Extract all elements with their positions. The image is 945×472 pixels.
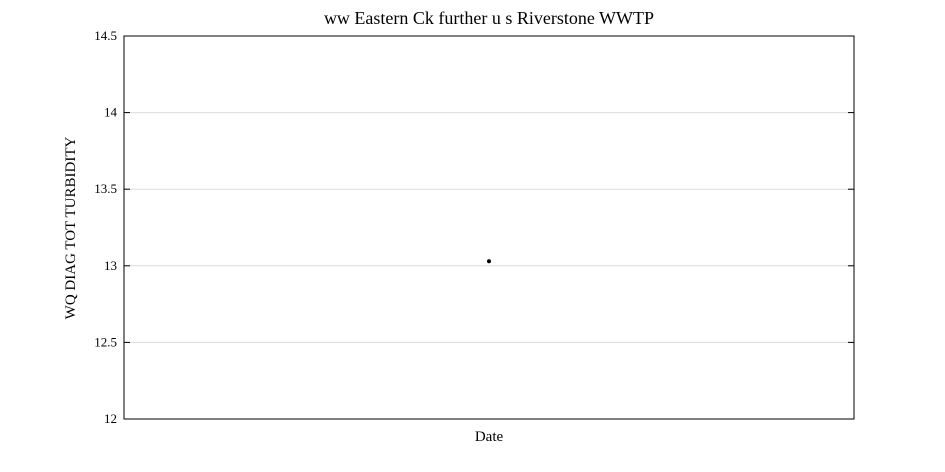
y-tick-label: 14 xyxy=(104,105,118,120)
y-tick-label: 12 xyxy=(104,411,117,426)
y-tick-label: 13.5 xyxy=(94,181,117,196)
data-points xyxy=(487,259,491,264)
y-axis-ticks xyxy=(124,35,854,420)
x-axis-label: Date xyxy=(475,429,504,445)
y-tick-label: 13 xyxy=(104,258,117,273)
chart-title: ww Eastern Ck further u s Riverstone WWT… xyxy=(324,8,654,28)
data-point xyxy=(487,259,491,264)
plot-frame xyxy=(123,35,855,420)
y-tick-label: 14.5 xyxy=(94,28,117,43)
y-axis-label: WQ DIAG TOT TURBIDITY xyxy=(63,137,79,320)
y-tick-label: 12.5 xyxy=(94,334,117,349)
grid-lines xyxy=(124,112,854,343)
y-tick-labels: 12 12.5 13 13.5 14 14.5 xyxy=(94,28,117,426)
